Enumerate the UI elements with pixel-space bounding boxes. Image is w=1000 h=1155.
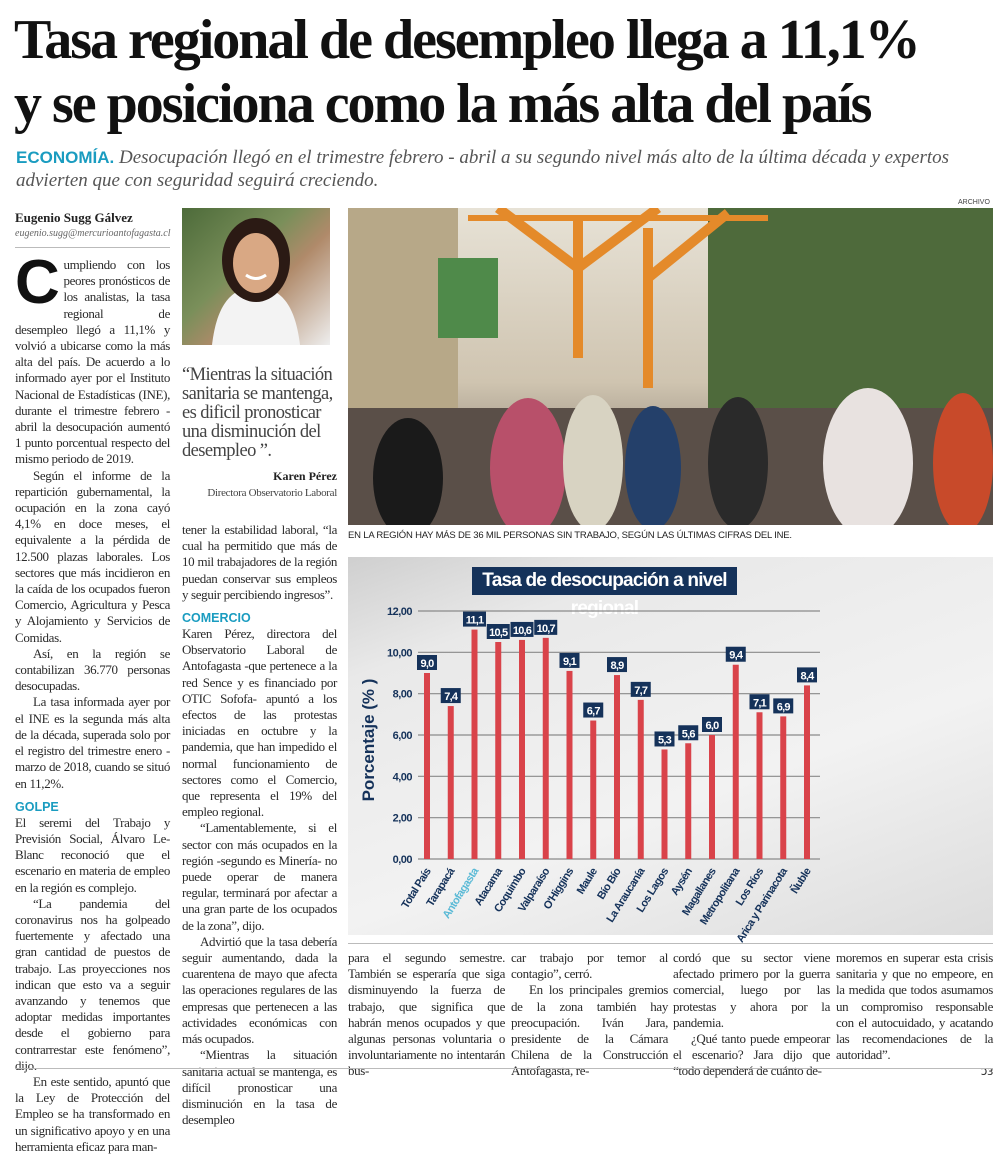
column-2: tener la estabilidad laboral, “la cual h… — [182, 522, 337, 1128]
subhead-comercio: COMERCIO — [182, 611, 251, 626]
paragraph: moremos en superar esta crisis sanitaria… — [836, 950, 993, 1063]
byline-author: Eugenio Sugg Gálvez — [15, 210, 133, 225]
pull-quote-name: Karen Pérez — [273, 469, 337, 483]
deck-text: Desocupación llegó en el trimestre febre… — [16, 147, 950, 191]
street-scene — [348, 208, 993, 525]
paragraph: Karen Pérez, directora del Observatorio … — [182, 626, 337, 820]
byline-email[interactable]: eugenio.sugg@mercurioantofagasta.cl — [15, 228, 171, 239]
chart-panel — [348, 557, 993, 935]
paragraph: Advirtió que la tasa debería seguir aume… — [182, 933, 337, 1047]
paragraph: “Mientras la situación sanitaria actual … — [182, 1047, 337, 1128]
divider — [348, 943, 993, 944]
paragraph: “La pandemia del coronavirus nos ha golp… — [15, 895, 170, 1073]
column-5: cordó que su sector viene afectado prime… — [673, 950, 830, 1080]
paragraph: para el segundo semestre. También se esp… — [348, 950, 505, 1079]
headline-line-1: Tasa regional de desempleo llega a 11,1% — [14, 9, 921, 71]
headline: Tasa regional de desempleo llega a 11,1%… — [14, 8, 994, 136]
paragraph: “Lamentablemente, si el sector con más o… — [182, 820, 337, 933]
pull-quote: “Mientras la situación sanitaria se mant… — [182, 365, 333, 461]
paragraph: En este sentido, apuntó que la Ley de Pr… — [15, 1073, 170, 1154]
paragraph: ¿Qué tanto puede empeorar el escenario? … — [673, 1031, 830, 1079]
photo-caption: EN LA REGIÓN HAY MÁS DE 36 MIL PERSONAS … — [348, 530, 792, 541]
drop-cap: C — [15, 248, 60, 317]
chart-title: Tasa de desocupación a nivel regional — [472, 567, 737, 619]
paragraph: El seremi del Trabajo y Previsión Social… — [15, 814, 170, 895]
street-photo — [348, 208, 993, 525]
paragraph: La tasa informada ayer por el INE es la … — [15, 694, 170, 791]
column-1: C umpliendo con los peores pronósticos d… — [15, 248, 170, 1155]
end-of-article-icon: ↄз — [980, 1064, 994, 1079]
column-4: car trabajo por temor al contagio”, cerr… — [511, 950, 668, 1080]
section-label: ECONOMÍA. — [16, 148, 115, 167]
paragraph: En los principales gremios de la zona ta… — [511, 982, 668, 1079]
headline-line-2: y se posiciona como la más alta del país — [14, 73, 872, 135]
divider — [15, 1068, 993, 1069]
column-3: para el segundo semestre. También se esp… — [348, 950, 505, 1080]
paragraph: cordó que su sector viene afectado prime… — [673, 950, 830, 1030]
paragraph: Así, en la región se contabilizan 36.770… — [15, 645, 170, 694]
paragraph: car trabajo por temor al contagio”, cerr… — [511, 950, 668, 982]
photo-credit: ARCHIVO — [958, 199, 990, 206]
portrait-photo — [182, 208, 330, 345]
deck: ECONOMÍA. Desocupación llegó en el trime… — [16, 146, 991, 192]
pull-quote-role: Directora Observatorio Laboral — [207, 487, 337, 499]
column-6: moremos en superar esta crisis sanitaria… — [836, 950, 993, 1080]
column-2-flow: “Mientras la situación sanitaria se mant… — [182, 366, 337, 1128]
divider — [15, 247, 170, 248]
paragraph: umpliendo con los peores pronósticos de … — [15, 257, 170, 467]
paragraph: tener la estabilidad laboral, “la cual h… — [182, 522, 337, 602]
portrait-figure — [212, 218, 300, 345]
subhead-golpe: GOLPE — [15, 799, 59, 814]
paragraph: Según el informe de la repartición guber… — [15, 467, 170, 645]
